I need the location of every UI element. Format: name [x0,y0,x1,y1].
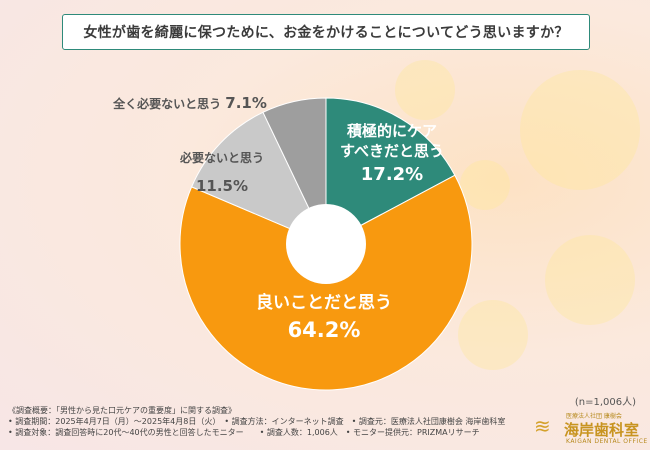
pie-slice [325,97,456,245]
slice-label: 必要ないと思う [179,150,264,165]
sample-size-label: (n=1,006人) [574,397,636,408]
bokeh-circle [520,70,640,190]
slice-value-label: 17.2% [361,164,423,185]
wave-icon: ≋ [534,414,551,438]
slice-value-label: 64.2% [288,318,361,342]
survey-footer: 《調査概要：「男性から見た口元ケアの重要度」に関する調査》 • 調査期間：202… [8,405,505,438]
slice-label: 積極的にケア [346,122,437,140]
bokeh-circle [395,60,455,120]
chart-title: 女性が歯を綺麗に保つために、お金をかけることについてどう思いますか？ [62,14,590,50]
bokeh-circle [460,160,510,210]
clinic-logo: ≋ 医療法人社団 康樹会 海岸歯科室 KAIGAN DENTAL OFFICE [534,410,647,446]
logo-name: 海岸歯科室 [564,421,640,439]
footer-line: 《調査概要：「男性から見た口元ケアの重要度」に関する調査》 [8,406,236,415]
logo-english: KAIGAN DENTAL OFFICE [566,438,648,445]
logo-subtitle: 医療法人社団 康樹会 [566,413,622,420]
bokeh-circle [458,300,528,370]
slice-label: 全く必要ないと思う 7.1% [112,94,267,112]
bokeh-circle [545,235,635,325]
slice-label: すべきだと思う [340,142,444,160]
donut-hole [286,204,366,284]
slice-label: 良いことだと思う [256,292,392,313]
slice-value-label: 11.5% [196,177,248,195]
footer-line: • 調査期間：2025年4月7日（月）～2025年4月8日（火） • 調査方法：… [8,417,506,426]
footer-line: • 調査対象：調査回答時に20代～40代の男性と回答したモニター • 調査人数：… [8,428,480,437]
pie-slice [190,111,328,245]
